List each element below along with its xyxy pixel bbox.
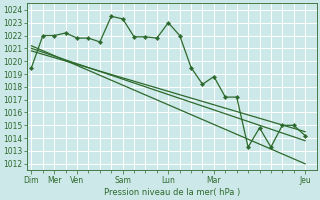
X-axis label: Pression niveau de la mer( hPa ): Pression niveau de la mer( hPa )	[104, 188, 240, 197]
